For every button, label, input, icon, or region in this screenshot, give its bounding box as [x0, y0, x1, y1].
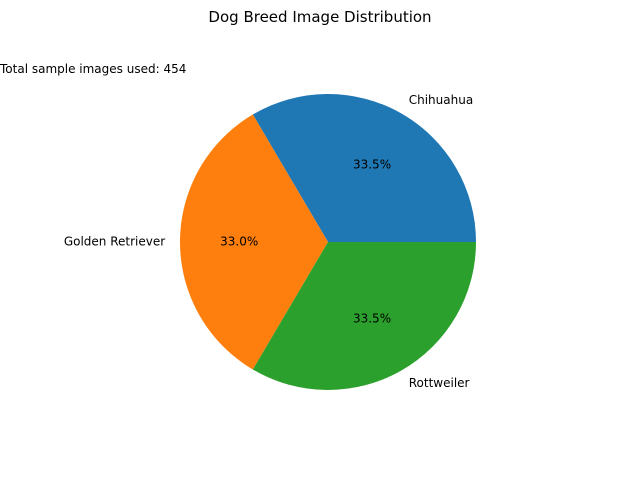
percent-label-rottweiler: 33.5%: [353, 312, 391, 326]
percent-label-golden-retriever: 33.0%: [220, 235, 258, 249]
pie-labels-group: Chihuahua 33.5% Golden Retriever 33.0% Rottw…: [64, 93, 473, 390]
pie-slice-rottweiler: [252, 242, 476, 391]
chart-title: Dog Breed Image Distribution: [208, 8, 431, 26]
pie-slice-chihuahua: [252, 93, 477, 242]
slice-label-chihuahua: Chihuahua: [409, 93, 473, 107]
pie-slices-group: [179, 93, 477, 391]
slice-label-rottweiler: Rottweiler: [409, 376, 470, 390]
slice-label-golden-retriever: Golden Retriever: [64, 235, 165, 249]
total-images-annotation: Total sample images used: 454: [0, 62, 186, 76]
percent-label-chihuahua: 33.5%: [353, 157, 391, 171]
pie-slice-golden-retriever: [179, 114, 328, 370]
